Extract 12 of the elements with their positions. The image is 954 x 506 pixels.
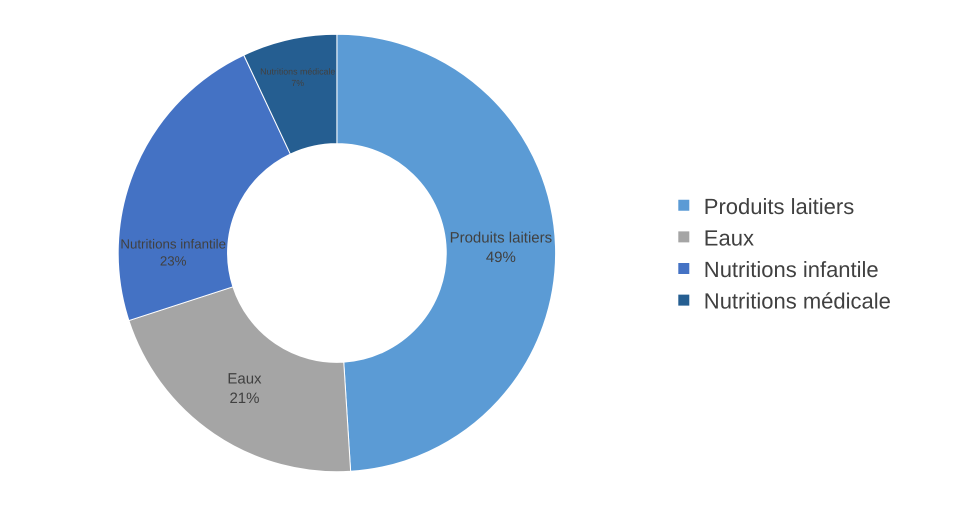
data-label: 23%: [160, 254, 187, 269]
data-label: 49%: [486, 249, 516, 266]
slice-label: Produits laitiers: [450, 230, 552, 247]
slice-label: Eaux: [227, 370, 262, 388]
data-label: 7%: [291, 78, 304, 88]
legend-label: Nutritions infantile: [704, 257, 879, 282]
legend-label: Produits laitiers: [704, 194, 854, 219]
data-label: 21%: [229, 390, 260, 407]
slice-label: Nutritions infantile: [120, 236, 226, 252]
legend-label: Nutritions médicale: [704, 288, 891, 314]
slice-label: Nutritions médicale: [260, 66, 336, 77]
legend-label: Eaux: [704, 225, 754, 250]
